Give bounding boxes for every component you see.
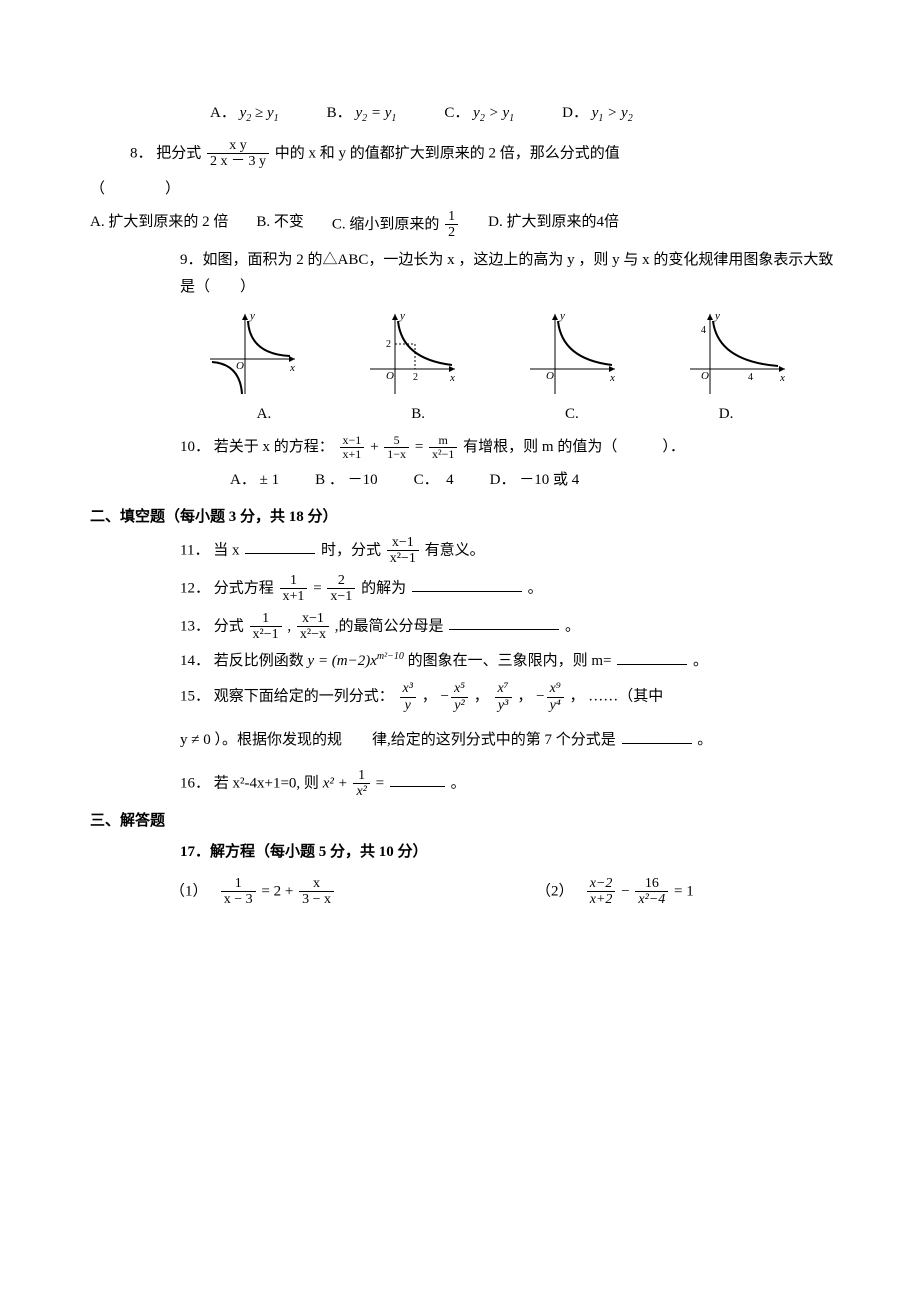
q8-fraction: x y 2 x － 3 y	[207, 138, 269, 170]
svg-text:x: x	[449, 372, 455, 384]
q11-blank	[245, 538, 315, 554]
q11: 11． 当 x 时，分式 x−1x²−1 有意义。	[180, 535, 840, 567]
q9-graph-labels: A. B. C. D.	[150, 401, 840, 428]
q17-part1: （1） 1x − 3 = 2 + x3 − x	[170, 876, 336, 908]
svg-text:y: y	[714, 310, 720, 322]
q17-subparts: （1） 1x − 3 = 2 + x3 − x （2） x−2x+2 − 16x…	[170, 876, 840, 908]
q7-options: A． y2 ≥ y1 B． y2 = y1 C． y2 > y1 D． y1 >…	[210, 100, 840, 128]
svg-text:O: O	[236, 360, 244, 372]
q7-opt-b: B． y2 = y1	[327, 100, 397, 128]
svg-text:x: x	[289, 362, 295, 374]
q7-opt-d: D． y1 > y2	[562, 100, 633, 128]
q10-opt-d: D． －10 或 4	[490, 467, 580, 494]
svg-text:2: 2	[386, 339, 391, 350]
q12-number: 12．	[180, 580, 210, 596]
q16-number: 16．	[180, 775, 210, 791]
graph-c: O x y	[520, 309, 620, 399]
q14: 14． 若反比例函数 y = (m−2)xm²−10 的图象在一、三象限内，则 …	[180, 648, 840, 675]
q9-stem: 9．如图，面积为 2 的△ABC，一边长为 x ，这边上的高为 y ，则 y 与…	[180, 247, 840, 301]
q8-text2: 中的 x 和 y 的值都扩大到原来的 2 倍，那么分式的值	[275, 145, 620, 161]
q8-text1: 把分式	[156, 145, 201, 161]
svg-text:O: O	[701, 370, 709, 382]
svg-text:O: O	[546, 370, 554, 382]
q8-stem: 8． 把分式 x y 2 x － 3 y 中的 x 和 y 的值都扩大到原来的 …	[130, 138, 840, 170]
q10-text1: 若关于 x 的方程：	[214, 439, 334, 455]
q10-opt-c: C． 4	[414, 467, 454, 494]
q9-text: 如图，面积为 2 的△ABC，一边长为 x ，这边上的高为 y ，则 y 与 x…	[180, 252, 833, 295]
label-d: D.	[719, 401, 734, 428]
svg-text:y: y	[399, 310, 405, 322]
q10-number: 10．	[180, 439, 210, 455]
q11-number: 11．	[180, 542, 209, 558]
q10-opt-a: A． ± 1	[230, 467, 279, 494]
q7-opt-c: C． y2 > y1	[444, 100, 514, 128]
graph-a: O x y	[200, 309, 300, 399]
q10-opt-b: B ． －10	[315, 467, 378, 494]
q15-line2: y ≠ 0 ）。根据你发现的规 律,给定的这列分式中的第 7 个分式是 。	[180, 727, 840, 754]
q16-blank	[390, 771, 445, 787]
q17-header: 17．解方程（每小题 5 分，共 10 分）	[180, 839, 840, 866]
q8-paren: （ ）	[90, 176, 840, 203]
q13-blank	[449, 614, 559, 630]
q14-number: 14．	[180, 653, 210, 669]
label-c: C.	[565, 401, 579, 428]
q12: 12． 分式方程 1x+1 = 2x−1 的解为 。	[180, 573, 840, 605]
q10-stem: 10． 若关于 x 的方程： x−1x+1 + 51−x = mx²−1 有增根…	[180, 434, 840, 461]
q12-blank	[412, 576, 522, 592]
svg-text:4: 4	[701, 325, 706, 336]
q14-blank	[617, 649, 687, 665]
q7-opt-a: A． y2 ≥ y1	[210, 100, 279, 128]
svg-text:x: x	[779, 372, 785, 384]
graph-b: O x y 2 2	[360, 309, 460, 399]
q15-blank	[622, 728, 692, 744]
q17-part2: （2） x−2x+2 − 16x²−4 = 1	[536, 876, 694, 908]
section3-header: 三、解答题	[90, 808, 840, 835]
q9-graphs: O x y O x y 2 2 O	[150, 309, 840, 399]
q10-text2: 有增根，则 m 的值为（ ）．	[463, 439, 685, 455]
q15-number: 15．	[180, 689, 210, 705]
svg-text:y: y	[249, 310, 255, 322]
q10-options: A． ± 1 B ． －10 C． 4 D． －10 或 4	[230, 467, 840, 494]
q9-number: 9．	[180, 252, 203, 268]
label-b: B.	[411, 401, 425, 428]
q13-number: 13．	[180, 618, 210, 634]
q8-opt-a: A. 扩大到原来的 2 倍	[90, 209, 228, 241]
graph-d: O x y 4 4	[680, 309, 790, 399]
q13: 13． 分式 1x²−1 , x−1x²−x ,的最简公分母是 。	[180, 611, 840, 643]
q8-number: 8．	[130, 145, 153, 161]
q8-opt-d: D. 扩大到原来的4倍	[488, 209, 619, 241]
q8-opt-c: C. 缩小到原来的 12	[332, 209, 460, 241]
svg-text:4: 4	[748, 372, 753, 383]
svg-text:O: O	[386, 370, 394, 382]
svg-text:2: 2	[413, 372, 418, 383]
svg-text:x: x	[609, 372, 615, 384]
section2-header: 二、填空题（每小题 3 分，共 18 分）	[90, 504, 840, 531]
q8-opt-b: B. 不变	[256, 209, 304, 241]
label-a: A.	[257, 401, 272, 428]
q8-options: A. 扩大到原来的 2 倍 B. 不变 C. 缩小到原来的 12 D. 扩大到原…	[90, 209, 840, 241]
q15-line1: 15． 观察下面给定的一列分式： x³y ， −x⁵y² ， x⁷y³ ， −x…	[180, 681, 840, 713]
q16: 16． 若 x²-4x+1=0, 则 x² + 1x² = 。	[180, 768, 840, 800]
svg-text:y: y	[559, 310, 565, 322]
